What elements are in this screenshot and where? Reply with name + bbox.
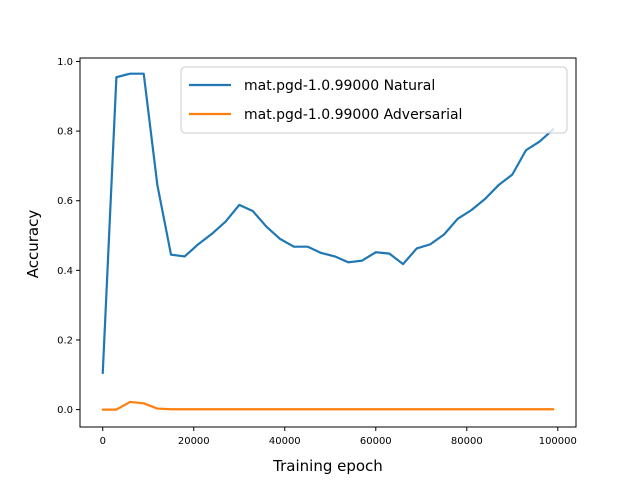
x-tick-label: 80000 (451, 436, 483, 447)
axes-frame (79, 57, 577, 428)
legend-label-1: mat.pgd-1.0.99000 Natural (244, 78, 435, 94)
legend-label-2: mat.pgd-1.0.99000 Adversarial (244, 107, 462, 123)
x-tick-label: 60000 (360, 436, 392, 447)
x-tick-label: 40000 (269, 436, 301, 447)
y-tick-label: 0.2 (57, 335, 73, 346)
legend: mat.pgd-1.0.99000 Natural mat.pgd-1.0.990… (180, 66, 568, 134)
y-tick-label: 0.8 (57, 127, 73, 138)
series-line-1 (101, 72, 555, 375)
series-line-2 (101, 400, 555, 411)
axes: 0 20000 40000 60000 80000 100000 0.0 0.2 0.4 0.6 0… (57, 57, 577, 447)
y-axis-label: Accuracy (24, 210, 42, 279)
y-tick-label: 0.0 (57, 405, 73, 416)
y-tick-label: 0.6 (57, 196, 73, 207)
y-tick-label: 0.4 (57, 266, 73, 277)
y-tick-label: 1.0 (57, 57, 73, 68)
legend-frame (180, 66, 568, 134)
x-tick-label: 0 (100, 436, 106, 447)
x-axis-label: Training epoch (272, 457, 383, 475)
x-tick-label: 100000 (539, 436, 577, 447)
x-tick-label: 20000 (178, 436, 210, 447)
plot-area (101, 72, 555, 411)
